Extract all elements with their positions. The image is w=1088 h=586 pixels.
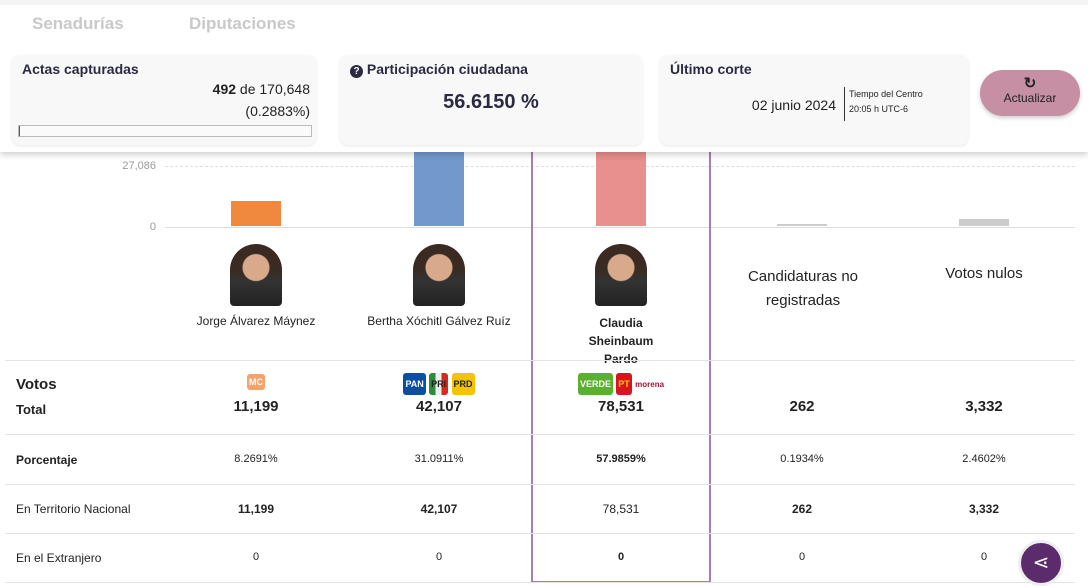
corte-tz: Tiempo del Centro — [849, 89, 923, 99]
pt-logo: PT — [616, 373, 632, 395]
pct-value: 31.0911% — [414, 453, 464, 465]
corte-time: Tiempo del Centro 20:05 h UTC-6 — [844, 87, 923, 121]
actas-progress-fill — [19, 126, 20, 136]
actas-title: Actas capturadas — [22, 61, 139, 77]
nacional-value: 3,332 — [968, 502, 1000, 516]
candidate-name-4: Candidaturas no registradas — [747, 268, 859, 309]
candidate-name-2: Bertha Xóchitl Gálvez Ruíz — [367, 314, 511, 328]
bar-4 — [777, 224, 827, 226]
verde-logo: VERDE — [577, 373, 613, 395]
candidate-name-3: Claudia Sheinbaum Pardo — [588, 316, 654, 366]
pct-value: 8.2691% — [234, 453, 278, 465]
corte-hour: 20:05 h UTC-6 — [849, 104, 909, 114]
corte-card: Último corte 02 junio 2024 Tiempo del Ce… — [660, 55, 968, 145]
morena-logo: morena — [635, 380, 665, 390]
refresh-button[interactable]: ↻ Actualizar — [980, 70, 1080, 116]
prd-logo: PRD — [451, 373, 475, 395]
total-value: 3,332 — [965, 398, 1003, 415]
tab-senadurias[interactable]: Senadurías — [32, 14, 124, 33]
candidate-name-5: Votos nulos — [945, 265, 1023, 282]
candidate-name-1: Jorge Álvarez Máynez — [196, 314, 316, 328]
nacional-label: En Territorio Nacional — [16, 502, 131, 516]
pri-logo: PRI — [429, 373, 449, 395]
corte-date: 02 junio 2024 — [751, 97, 836, 113]
bar-1 — [231, 200, 281, 226]
participacion-title: Participación ciudadana — [366, 61, 528, 77]
party-logos-verde-pt-morena: VERDE PT morena — [530, 373, 712, 395]
extranjero-label: En el Extranjero — [16, 551, 102, 565]
total-label: Total — [16, 402, 47, 417]
votos-label: Votos — [16, 376, 57, 393]
share-button[interactable]: ⋖ — [1018, 540, 1064, 586]
bar-5 — [959, 219, 1009, 226]
extranjero-value: 0 — [980, 551, 988, 563]
candidate-photo-1 — [230, 244, 282, 306]
nacional-value: 78,531 — [602, 502, 640, 516]
question-circle-icon[interactable]: ? — [350, 65, 363, 78]
party-logos-pan-pri-prd: PAN PRI PRD — [348, 373, 530, 395]
porcentaje-label: Porcentaje — [16, 453, 78, 467]
total-value: 11,199 — [233, 398, 279, 415]
pan-logo: PAN — [403, 373, 426, 395]
participacion-title-line: ? Participación ciudadana — [350, 61, 528, 78]
extranjero-value: 0 — [252, 551, 260, 563]
extranjero-value: 0 — [798, 551, 806, 563]
corte-title: Último corte — [670, 61, 752, 77]
actas-count-line: 492 de 170,648 — [213, 81, 310, 97]
candidate-photo-2 — [413, 244, 465, 306]
total-value: 78,531 — [598, 398, 644, 415]
pct-value: 2.4602% — [962, 453, 1006, 465]
candidate-photo-3 — [595, 244, 647, 306]
participacion-card: ? Participación ciudadana 56.6150 % — [340, 55, 642, 145]
total-value: 42,107 — [416, 398, 462, 415]
divider — [5, 582, 1075, 583]
y-tick-max: 27,086 — [122, 160, 156, 172]
y-tick-zero: 0 — [149, 221, 156, 233]
pct-value: 57.9859% — [596, 453, 646, 465]
divider — [5, 434, 1075, 435]
actas-count: 492 — [212, 81, 237, 97]
party-logos-mc: MC — [165, 374, 347, 390]
actas-total: de 170,648 — [239, 81, 310, 97]
actas-percent: (0.2883%) — [245, 103, 310, 119]
total-value: 262 — [789, 398, 815, 415]
divider — [5, 533, 1075, 534]
divider — [5, 360, 1075, 361]
share-icon: ⋖ — [1032, 552, 1050, 574]
refresh-label: Actualizar — [1003, 91, 1057, 105]
baseline — [165, 227, 1075, 228]
extranjero-value: 0 — [617, 551, 625, 563]
mc-logo: MC — [247, 374, 265, 390]
top-strip — [0, 0, 1088, 5]
nacional-value: 11,199 — [237, 502, 275, 516]
tab-diputaciones[interactable]: Diputaciones — [189, 14, 296, 33]
extranjero-value: 0 — [435, 551, 443, 563]
header: Senadurías Diputaciones Actas capturadas… — [0, 0, 1088, 152]
actas-progress-bar — [18, 125, 312, 137]
pct-value: 0.1934% — [780, 453, 824, 465]
nacional-value: 42,107 — [420, 502, 458, 516]
participacion-value: 56.6150 % — [443, 91, 539, 113]
divider — [5, 484, 1075, 485]
actas-card: Actas capturadas 492 de 170,648 (0.2883%… — [12, 55, 316, 145]
nacional-value: 262 — [791, 502, 813, 516]
refresh-icon: ↻ — [1023, 75, 1037, 92]
